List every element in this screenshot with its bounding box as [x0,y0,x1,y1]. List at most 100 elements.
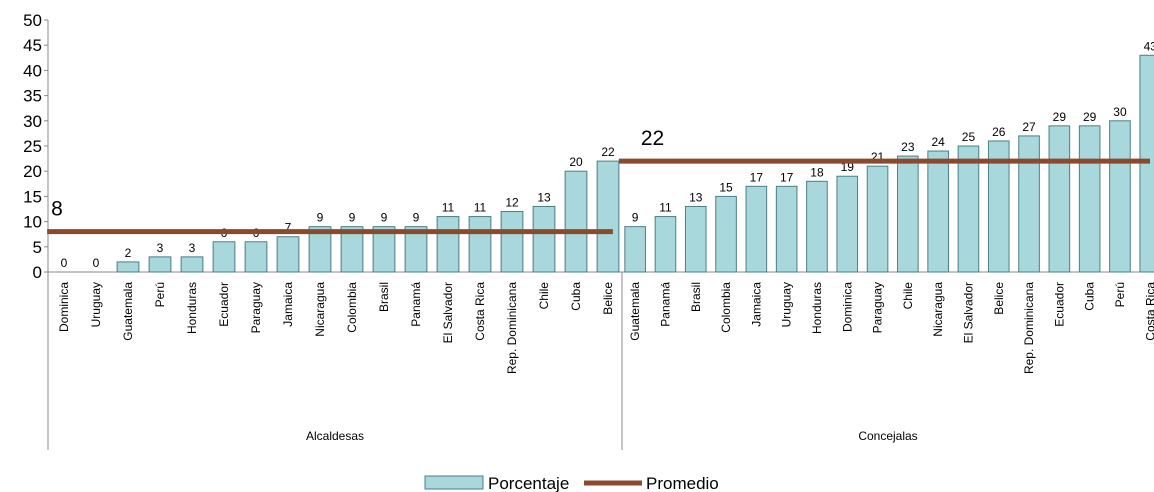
y-tick-label: 5 [33,238,42,257]
value-label: 19 [841,160,855,174]
value-label: 0 [93,256,100,270]
x-tick-label: Paraguay [249,282,263,333]
bar [404,226,428,273]
value-label: 7 [285,221,292,235]
legend-label: Porcentaje [488,474,569,492]
bar [624,226,646,273]
value-label: 29 [1083,110,1097,124]
bar [1018,135,1040,273]
value-label: 0 [61,256,68,270]
x-tick-label: Rep. Dominicana [1022,282,1036,374]
x-tick-label: Panamá [658,282,672,327]
value-label: 13 [689,190,703,204]
x-tick-label: Uruguay [780,282,794,327]
average-label: 22 [641,127,664,150]
value-label: 23 [901,140,915,154]
group-label: Alcaldesas [306,429,364,443]
bar [500,211,524,273]
value-label: 18 [810,165,824,179]
x-tick-label: Honduras [810,282,824,334]
bar [775,185,798,273]
legend-label: Promedio [646,474,719,492]
bar [564,170,588,273]
x-tick-label: Panamá [409,282,423,327]
x-tick-label: Uruguay [89,282,103,327]
bar [1048,125,1071,273]
bar [806,180,828,273]
x-tick-label: Nicaragua [931,282,945,337]
y-tick-label: 45 [23,36,42,55]
bar [596,160,620,273]
bar [1078,125,1101,273]
bar [372,226,396,273]
x-tick-label: Belice [992,282,1006,315]
bar [308,226,332,273]
value-label: 9 [632,211,639,225]
value-label: 3 [157,241,164,255]
x-tick-label: Chile [901,282,915,310]
x-tick-label: Dominica [57,282,71,332]
value-label: 43 [1144,39,1154,53]
x-tick-label: Ecuador [217,282,231,327]
value-label: 9 [317,211,324,225]
x-tick-label: Guatemala [628,282,642,341]
bar [957,145,980,273]
y-tick-label: 40 [23,61,42,80]
y-tick-label: 15 [23,187,42,206]
value-label: 9 [381,211,388,225]
x-tick-label: El Salvador [441,282,455,343]
bar [866,165,889,273]
x-tick-label: Colombia [719,282,733,333]
x-tick-label: Chile [537,282,551,310]
y-tick-label: 50 [23,11,42,30]
bar [180,256,204,273]
x-tick-label: Honduras [185,282,199,334]
x-tick-label: Costa Rica [473,282,487,341]
bar [532,205,556,273]
value-label: 24 [931,135,945,149]
bar [897,155,919,273]
value-label: 2 [125,246,132,260]
bar [987,140,1010,273]
x-tick-label: Belice [601,282,615,315]
x-tick-label: Colombia [345,282,359,333]
x-tick-label: El Salvador [961,282,975,343]
y-tick-label: 25 [23,137,42,156]
average-label: 8 [51,198,63,221]
x-tick-label: Perú [153,282,167,307]
x-tick-label: Cuba [1083,282,1097,311]
value-label: 25 [962,130,976,144]
x-tick-label: Paraguay [871,282,885,333]
value-label: 27 [1022,120,1036,134]
bar [148,256,172,273]
value-label: 29 [1053,110,1067,124]
x-tick-label: Ecuador [1052,282,1066,327]
bar [340,226,364,273]
bar [836,175,859,273]
bar [436,216,460,273]
x-tick-label: Brasil [689,282,703,312]
value-label: 12 [505,196,519,210]
x-tick-label: Costa Rica [1143,282,1154,341]
value-label: 11 [659,201,672,215]
value-label: 11 [474,201,487,215]
x-tick-label: Cuba [569,282,583,311]
value-label: 13 [537,190,551,204]
value-label: 17 [780,170,794,184]
x-tick-label: Jamaica [749,282,763,327]
bar [1139,54,1154,273]
y-tick-label: 35 [23,87,42,106]
bar [745,185,768,273]
bar [276,236,300,273]
value-label: 17 [750,170,764,184]
value-label: 9 [349,211,356,225]
value-label: 20 [569,155,583,169]
value-label: 3 [189,241,196,255]
bar [116,261,140,273]
bar [684,205,707,273]
y-tick-label: 30 [23,112,42,131]
y-tick-label: 20 [23,162,42,181]
value-label: 11 [442,201,455,215]
group-label: Concejalas [858,429,917,443]
